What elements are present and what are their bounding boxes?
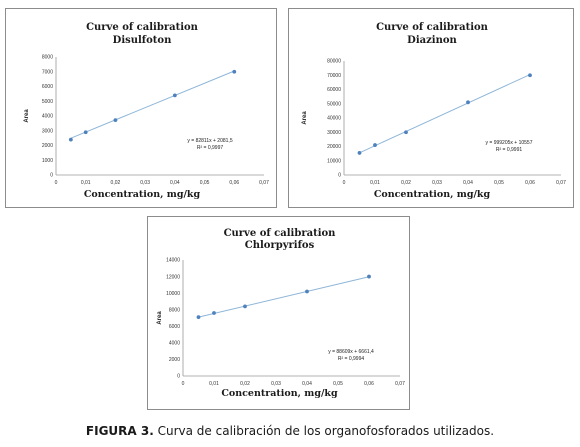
x-tick-label: 0,05 (333, 381, 343, 387)
y-tick-label: 40000 (327, 116, 341, 122)
x-tick-label: 0,03 (140, 180, 150, 186)
x-tick-label: 0,05 (494, 180, 504, 186)
y-tick-label: 8000 (42, 55, 53, 61)
y-tick-label: 10000 (327, 158, 341, 164)
y-tick-label: 2000 (169, 357, 180, 363)
data-point (232, 69, 237, 74)
trendline-equation: y = 88609x + 6661,4 (328, 349, 374, 355)
chart-svg: Curve of calibration Diazinon 0 10000 20000 3… (302, 22, 566, 200)
y-axis-label: Area (302, 111, 308, 125)
data-point (68, 137, 73, 142)
x-axis-label: Concentration, mg/kg (84, 189, 201, 200)
chart-subtitle: Disulfoton (113, 35, 172, 46)
x-axis-label: Concentration, mg/kg (221, 388, 338, 399)
chart-panel-diazinon: Curve of calibration Diazinon 0 10000 20000 3… (288, 8, 574, 208)
x-tick-label: 0,02 (111, 180, 121, 186)
data-point (172, 93, 177, 98)
y-tick-label: 60000 (327, 87, 341, 93)
x-tick-label: 0,04 (170, 180, 180, 186)
x-tick-label: 0,01 (209, 381, 219, 387)
data-point (243, 304, 247, 309)
y-tick-label: 7000 (42, 69, 53, 75)
figure-caption: FIGURA 3. Curva de calibración de los or… (0, 424, 580, 438)
x-axis-label: Concentration, mg/kg (374, 189, 491, 200)
y-tick-label: 4000 (169, 341, 180, 347)
x-tick-label: 0,06 (364, 381, 374, 387)
x-tick-label: 0,03 (432, 180, 442, 186)
chart-title: Curve of calibration (86, 22, 199, 33)
r-squared-label: R² = 0,9994 (338, 356, 364, 362)
y-tick-label: 1000 (42, 158, 53, 164)
y-tick-label: 80000 (327, 59, 341, 65)
trendline-equation: y = 999205x + 10557 (486, 140, 533, 146)
data-point (83, 130, 88, 135)
y-axis-label: Area (157, 311, 163, 325)
x-tick-label: 0,07 (395, 381, 405, 387)
y-axis-label: Area (24, 109, 30, 123)
figure-caption-label: FIGURA 3. (85, 424, 154, 438)
trendline (359, 74, 531, 154)
x-tick-label: 0,01 (370, 180, 380, 186)
x-tick-label: 0,06 (525, 180, 535, 186)
x-tick-label: 0,05 (200, 180, 210, 186)
data-point (404, 130, 408, 135)
chart-subtitle: Diazinon (407, 35, 457, 46)
y-tick-label: 3000 (42, 128, 53, 134)
data-point (305, 289, 309, 294)
y-tick-label: 0 (338, 173, 341, 179)
y-tick-label: 10000 (166, 291, 180, 297)
data-point (196, 315, 201, 320)
chart-title: Curve of calibration (376, 22, 489, 33)
x-tick-label: 0,03 (271, 381, 281, 387)
x-tick-label: 0,02 (240, 381, 250, 387)
x-tick-label: 0,04 (463, 180, 473, 186)
x-tick-label: 0,07 (259, 180, 269, 186)
chart-svg: Curve of calibration Disulfoton 0 1000 2000 3… (24, 22, 269, 200)
y-tick-label: 4000 (42, 114, 53, 120)
data-point (212, 311, 216, 315)
data-point (466, 100, 470, 105)
x-tick-label: 0,01 (81, 180, 91, 186)
y-tick-label: 8000 (169, 307, 180, 313)
y-tick-label: 6000 (169, 324, 180, 330)
y-tick-label: 20000 (327, 144, 341, 150)
data-point (367, 274, 371, 279)
chart-panel-chlorpyrifos: Curve of calibration Chlorpyrifos 0 2000 400… (147, 216, 410, 410)
y-tick-label: 70000 (327, 73, 341, 79)
y-tick-label: 6000 (42, 84, 53, 90)
trendline (70, 70, 235, 139)
x-tick-label: 0 (182, 381, 185, 387)
x-tick-label: 0,02 (401, 180, 411, 186)
figure-caption-text: Curva de calibración de los organofosfor… (153, 424, 495, 438)
trendline-equation: y = 82811x + 2081,5 (187, 138, 232, 144)
y-tick-label: 12000 (166, 274, 180, 280)
x-tick-label: 0 (343, 180, 346, 186)
y-tick-label: 50000 (327, 101, 341, 107)
x-tick-label: 0 (55, 180, 58, 186)
data-point (113, 118, 118, 123)
x-tick-label: 0,07 (556, 180, 566, 186)
chart-title: Curve of calibration (224, 228, 337, 239)
chart-panel-disulfoton: Curve of calibration Disulfoton 0 1000 2000 3… (5, 8, 277, 208)
y-tick-label: 0 (50, 173, 53, 179)
trendline (198, 276, 370, 318)
data-point (528, 73, 532, 78)
y-tick-label: 5000 (42, 99, 53, 105)
y-tick-label: 30000 (327, 130, 341, 136)
y-tick-label: 14000 (166, 258, 180, 264)
data-point (373, 143, 377, 147)
r-squared-label: R² = 0,9991 (496, 147, 522, 153)
y-tick-label: 2000 (42, 143, 53, 149)
x-tick-label: 0,04 (302, 381, 312, 387)
x-tick-label: 0,06 (229, 180, 239, 186)
data-point (357, 151, 362, 155)
y-tick-label: 0 (177, 374, 180, 380)
chart-subtitle: Chlorpyrifos (245, 240, 315, 251)
r-squared-label: R² = 0,9997 (197, 145, 223, 151)
